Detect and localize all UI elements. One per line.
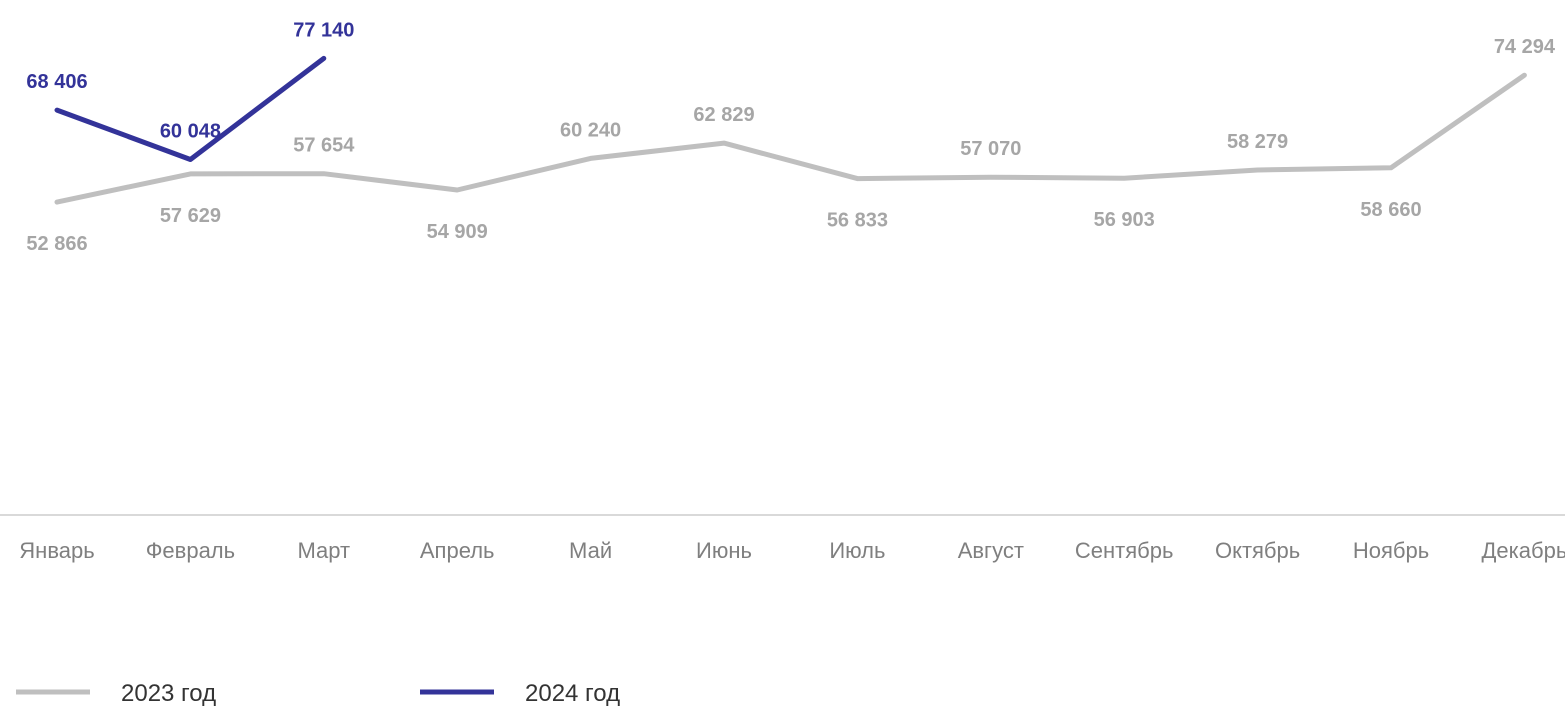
data-label: 60 240 (560, 119, 621, 141)
data-label: 57 629 (160, 205, 221, 227)
x-tick-labels: Январь Февраль Март Апрель Май Июнь Июль Август… (19, 538, 1565, 563)
x-tick-label: Апрель (420, 538, 495, 563)
data-label: 54 909 (427, 221, 488, 243)
x-tick-label: Ноябрь (1353, 538, 1429, 563)
x-tick-label: Февраль (146, 538, 235, 563)
legend-label: 2023 год (121, 680, 216, 707)
data-label: 68 406 (26, 71, 87, 93)
data-label: 58 279 (1227, 131, 1288, 153)
x-tick-label: Декабрь (1482, 538, 1565, 563)
x-tick-label: Октябрь (1215, 538, 1300, 563)
x-tick-label: Март (297, 538, 350, 563)
data-label: 60 048 (160, 121, 221, 143)
data-label: 56 833 (827, 210, 888, 232)
x-tick-label: Июнь (696, 538, 752, 563)
series-layer (54, 55, 1527, 205)
data-label: 74 294 (1494, 36, 1556, 58)
x-tick-label: Январь (19, 538, 94, 563)
data-label: 57 654 (293, 135, 355, 157)
data-label: 57 070 (960, 138, 1021, 160)
data-label: 58 660 (1360, 199, 1421, 221)
x-tick-label: Сентябрь (1075, 538, 1174, 563)
data-labels-layer: 52 866 57 629 57 654 54 909 60 240 62 829 56 8… (26, 19, 1555, 255)
data-label: 52 866 (26, 233, 87, 255)
data-label: 77 140 (293, 19, 354, 41)
data-label: 56 903 (1094, 209, 1155, 231)
x-tick-label: Август (958, 538, 1024, 563)
x-tick-label: Май (569, 538, 612, 563)
x-tick-label: Июль (829, 538, 885, 563)
legend-label: 2024 год (525, 680, 620, 707)
series-line-0 (54, 72, 1527, 205)
series-line-1 (54, 55, 327, 162)
data-label: 62 829 (693, 104, 754, 126)
legend: 2023 год 2024 год (16, 680, 620, 707)
